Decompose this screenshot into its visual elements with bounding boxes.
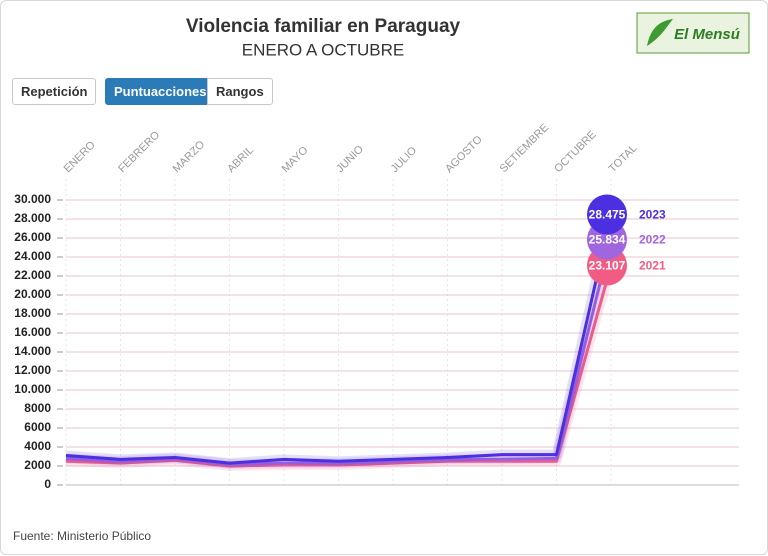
source: Fuente: Ministerio Público: [13, 529, 151, 543]
y-tick-label: 10.000: [14, 382, 51, 396]
logo-text: El Mensú: [674, 26, 740, 43]
y-tick-label: 8000: [24, 401, 51, 415]
y-tick-label: 6000: [24, 420, 51, 434]
y-tick-label: 20.000: [14, 287, 51, 301]
chart-subtitle: ENERO A OCTUBRE: [242, 40, 404, 59]
line: [65, 214, 613, 465]
x-tick-label: FEBRERO: [116, 129, 162, 175]
x-tick-label: ENERO: [62, 139, 98, 175]
x-tick-label: ABRIL: [225, 144, 256, 175]
value-label: 28.475: [589, 208, 626, 222]
y-tick-label: 18.000: [14, 306, 51, 320]
x-tick-label: AGOSTO: [443, 133, 485, 175]
x-tick-label: MARZO: [171, 138, 208, 175]
series-label: 2022: [639, 233, 666, 247]
y-tick-label: 14.000: [14, 344, 51, 358]
button[interactable]: Puntuacciones: [105, 78, 216, 105]
chart-title: Violencia familiar en Paraguay: [186, 16, 461, 37]
x-tick-label: MAYO: [280, 144, 311, 175]
value-label: 23.107: [589, 259, 626, 273]
y-tick-label: 22.000: [14, 268, 51, 282]
logo-leaf: [647, 19, 673, 46]
series-label: 2021: [639, 259, 666, 273]
end-bubble: [587, 194, 627, 235]
y-tick-label: 24.000: [14, 249, 51, 263]
y-tick-label: 16.000: [14, 325, 51, 339]
y-tick-label: 0: [44, 477, 51, 491]
y-tick-label: 26.000: [14, 230, 51, 244]
x-tick-label: TOTAL: [607, 142, 640, 175]
y-tick-label: 4000: [24, 439, 51, 453]
button[interactable]: Rangos: [207, 78, 273, 105]
x-tick-label: JULIO: [389, 144, 420, 175]
y-tick-label: 30.000: [14, 192, 51, 206]
line: [65, 265, 613, 468]
y-tick-label: 28.000: [14, 211, 51, 225]
x-tick-label: JUNIO: [334, 143, 366, 175]
x-tick-label: SETIEMBRE: [498, 122, 551, 175]
x-tick-label: OCTUBRE: [552, 129, 599, 176]
y-tick-label: 12.000: [14, 363, 51, 377]
series-label: 2023: [639, 208, 666, 222]
value-label: 25.834: [589, 233, 626, 247]
button[interactable]: Repetición: [12, 78, 97, 105]
y-tick-label: 2000: [24, 458, 51, 472]
